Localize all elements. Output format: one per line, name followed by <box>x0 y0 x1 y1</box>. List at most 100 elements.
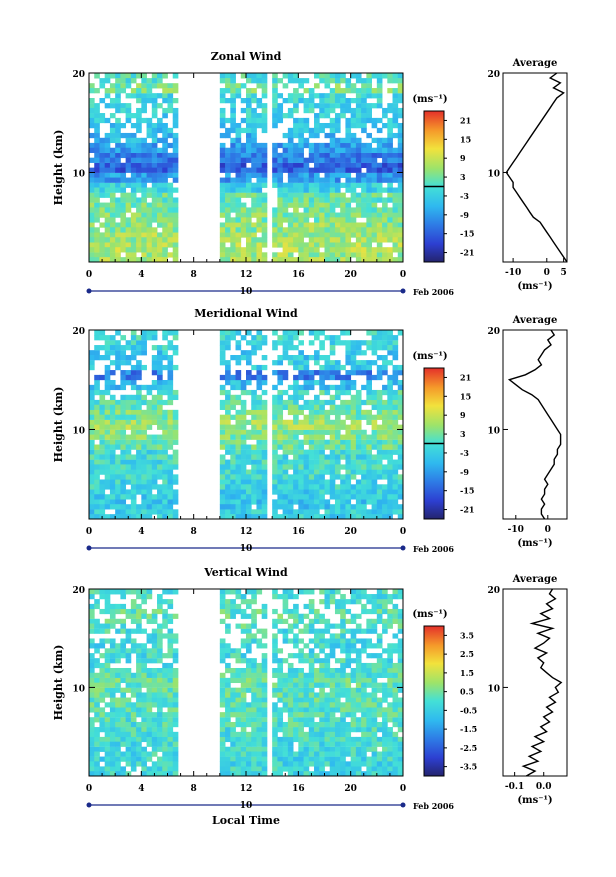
heatmap-cell <box>330 163 336 168</box>
heatmap-cell <box>141 678 147 683</box>
heatmap-cell <box>277 390 283 395</box>
heatmap-cell <box>230 727 236 732</box>
heatmap-cell <box>110 737 116 742</box>
heatmap-cell <box>393 614 399 619</box>
heatmap-cell <box>298 410 304 415</box>
heatmap-cell <box>340 624 346 629</box>
heatmap-cell <box>230 698 236 703</box>
heatmap-cell <box>105 203 111 208</box>
heatmap-cell <box>131 766 137 771</box>
heatmap-cell <box>230 425 236 430</box>
heatmap-cell <box>94 173 100 178</box>
heatmap-cell <box>251 163 257 168</box>
heatmap-cell <box>168 103 174 108</box>
heatmap-cell <box>272 400 278 405</box>
heatmap-cell <box>262 752 268 757</box>
heatmap-cell <box>314 435 320 440</box>
heatmap-cell <box>366 737 372 742</box>
heatmap-cell <box>314 761 320 766</box>
heatmap-cell <box>256 168 262 173</box>
heatmap-cell <box>377 400 383 405</box>
heatmap-cell <box>141 183 147 188</box>
heatmap-cell <box>366 464 372 469</box>
heatmap-cell <box>94 183 100 188</box>
heatmap-cell <box>246 178 252 183</box>
heatmap-cell <box>168 470 174 475</box>
heatmap-cell <box>115 509 121 514</box>
heatmap-cell <box>330 158 336 163</box>
heatmap-cell <box>393 692 399 697</box>
heatmap-cell <box>351 380 357 385</box>
colorbar-tick-label: -3 <box>460 191 469 201</box>
heatmap-cell <box>262 732 268 737</box>
heatmap-cell <box>168 643 174 648</box>
heatmap-cell <box>136 668 142 673</box>
heatmap-cell <box>126 757 132 762</box>
heatmap-cell <box>351 197 357 202</box>
heatmap-cell <box>345 460 351 465</box>
heatmap-cell <box>387 138 393 143</box>
heatmap-cell <box>272 410 278 415</box>
heatmap-cell <box>126 761 132 766</box>
heatmap-cell <box>152 440 158 445</box>
heatmap-cell <box>162 420 168 425</box>
heatmap-cell <box>168 410 174 415</box>
heatmap-cell <box>382 148 388 153</box>
heatmap-cell <box>162 737 168 742</box>
heatmap-cell <box>236 232 242 237</box>
heatmap-cell <box>340 683 346 688</box>
heatmap-cell <box>351 395 357 400</box>
heatmap-cell <box>382 609 388 614</box>
colorbar-tick-label: 21 <box>460 372 471 382</box>
heatmap-cell <box>262 717 268 722</box>
heatmap-cell <box>335 717 341 722</box>
heatmap-cell <box>141 435 147 440</box>
heatmap-cell <box>314 247 320 252</box>
x-tick-label: 0 <box>400 270 406 280</box>
heatmap-cell <box>283 232 289 237</box>
heatmap-cell <box>387 614 393 619</box>
x-tick-label: 8 <box>191 527 197 537</box>
heatmap-cell <box>335 761 341 766</box>
heatmap-cell <box>393 604 399 609</box>
heatmap-cell <box>366 712 372 717</box>
heatmap-cell <box>309 722 315 727</box>
heatmap-cell <box>236 609 242 614</box>
heatmap-cell <box>283 133 289 138</box>
heatmap-cell <box>131 599 137 604</box>
heatmap-cell <box>293 643 299 648</box>
heatmap-cell <box>225 73 231 78</box>
heatmap-cell <box>126 712 132 717</box>
heatmap-cell <box>283 504 289 509</box>
heatmap-cell <box>157 683 163 688</box>
heatmap-cell <box>162 450 168 455</box>
heatmap-cell <box>393 722 399 727</box>
heatmap-cell <box>382 732 388 737</box>
heatmap-cell <box>162 93 168 98</box>
heatmap-cell <box>262 474 268 479</box>
heatmap-cell <box>304 717 310 722</box>
heatmap-cell <box>99 757 105 762</box>
heatmap-cell <box>382 410 388 415</box>
heatmap-cell <box>120 727 126 732</box>
heatmap-cell <box>340 732 346 737</box>
heatmap-cell <box>293 509 299 514</box>
heatmap-cell <box>115 108 121 113</box>
heatmap-cell <box>110 158 116 163</box>
heatmap-cell <box>99 390 105 395</box>
heatmap-cell <box>115 757 121 762</box>
heatmap-cell <box>99 479 105 484</box>
heatmap-cell <box>256 365 262 370</box>
heatmap-cell <box>99 193 105 198</box>
heatmap-cell <box>256 761 262 766</box>
heatmap-cell <box>330 504 336 509</box>
heatmap-cell <box>293 128 299 133</box>
heatmap-cell <box>335 183 341 188</box>
heatmap-cell <box>272 633 278 638</box>
heatmap-cell <box>105 247 111 252</box>
heatmap-cell <box>382 727 388 732</box>
heatmap-cell <box>168 227 174 232</box>
heatmap-cell <box>126 668 132 673</box>
heatmap-cell <box>230 207 236 212</box>
colorbar-unit: (ms⁻¹) <box>412 94 447 105</box>
